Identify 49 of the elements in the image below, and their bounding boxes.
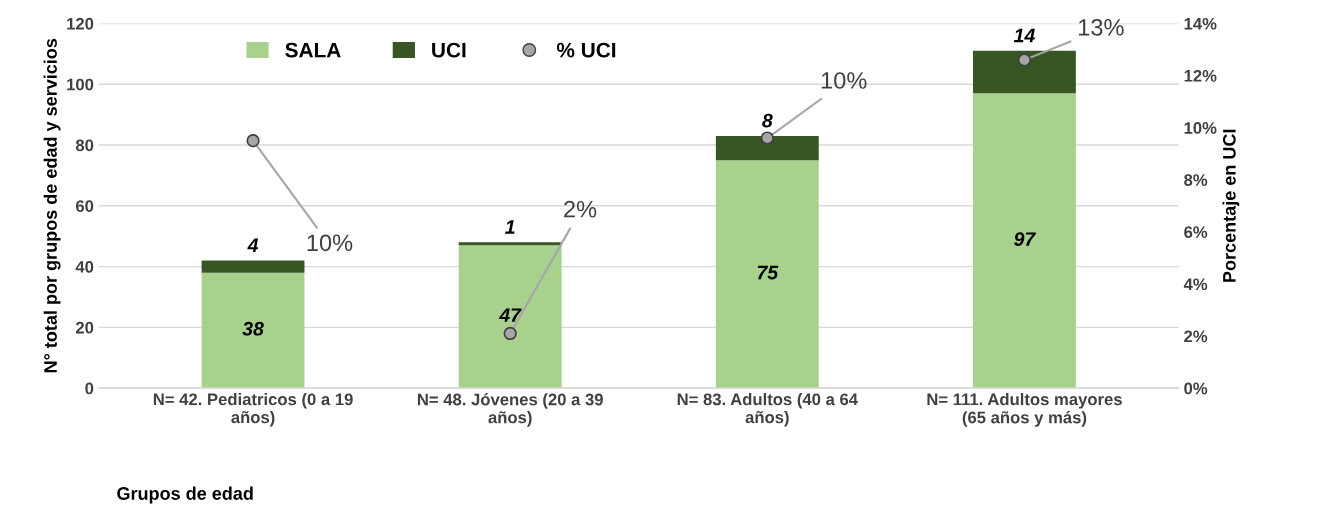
bar xyxy=(715,135,819,161)
data-label: 38 xyxy=(242,321,264,336)
point xyxy=(503,326,517,341)
y2-axis-title: Porcentaje en UCI xyxy=(1222,129,1240,282)
data-label: 75 xyxy=(757,265,779,280)
y-tick-label: 80 xyxy=(75,139,94,152)
y2-tick-label: 0% xyxy=(1184,382,1208,395)
point xyxy=(760,131,774,145)
point xyxy=(246,134,260,148)
y-tick-label: 40 xyxy=(75,260,94,273)
data-label: 1 xyxy=(505,220,515,234)
y-axis-title: N° total por grupos de edad y servicios xyxy=(43,38,61,373)
bar xyxy=(973,93,1076,389)
bar xyxy=(458,242,562,246)
y-tick-label: 120 xyxy=(67,17,94,30)
x-tick-label: N= 83. Adultos (40 a 64 años) xyxy=(677,393,858,427)
data-label: 10% xyxy=(307,234,353,252)
bar xyxy=(201,260,305,273)
y-tick-label: 0 xyxy=(85,382,94,395)
y2-tick-label: 12% xyxy=(1184,69,1217,82)
data-label: 13% xyxy=(1079,18,1124,36)
y-tick-label: 60 xyxy=(75,200,94,212)
data-label: 2% xyxy=(564,200,597,218)
y2-tick-label: 8% xyxy=(1184,174,1208,186)
bar xyxy=(201,272,305,389)
x-tick-label: N= 111. Adultos mayores (65 años y más) xyxy=(927,393,1122,427)
bar xyxy=(458,245,562,389)
data-label: 14 xyxy=(1013,28,1035,43)
x-tick-label: N= 48. Jóvenes (20 a 39 años) xyxy=(417,393,603,427)
data-label: 47 xyxy=(499,308,522,322)
bar xyxy=(973,50,1076,94)
data-label: 97 xyxy=(1014,232,1037,246)
legend-label: % UCI xyxy=(556,42,616,58)
x-axis-title: Grupos de edad xyxy=(117,486,253,504)
point xyxy=(1017,53,1032,67)
y2-tick-label: 4% xyxy=(1183,278,1208,291)
y-tick-label: 100 xyxy=(67,78,94,91)
legend-label: SALA xyxy=(285,42,341,58)
legend-label: UCI xyxy=(432,42,466,58)
x-tick-label: N= 42. Pediatricos (0 a 19 años) xyxy=(153,393,353,427)
y2-tick-label: 2% xyxy=(1184,330,1208,343)
data-label: 10% xyxy=(821,72,867,89)
bar xyxy=(715,160,819,389)
data-label: 4 xyxy=(247,238,259,252)
data-label: 8 xyxy=(762,113,773,128)
y2-tick-label: 6% xyxy=(1184,226,1208,239)
y2-tick-label: 14% xyxy=(1184,17,1217,30)
y2-tick-label: 10% xyxy=(1184,122,1217,134)
y-tick-label: 20 xyxy=(75,321,94,334)
